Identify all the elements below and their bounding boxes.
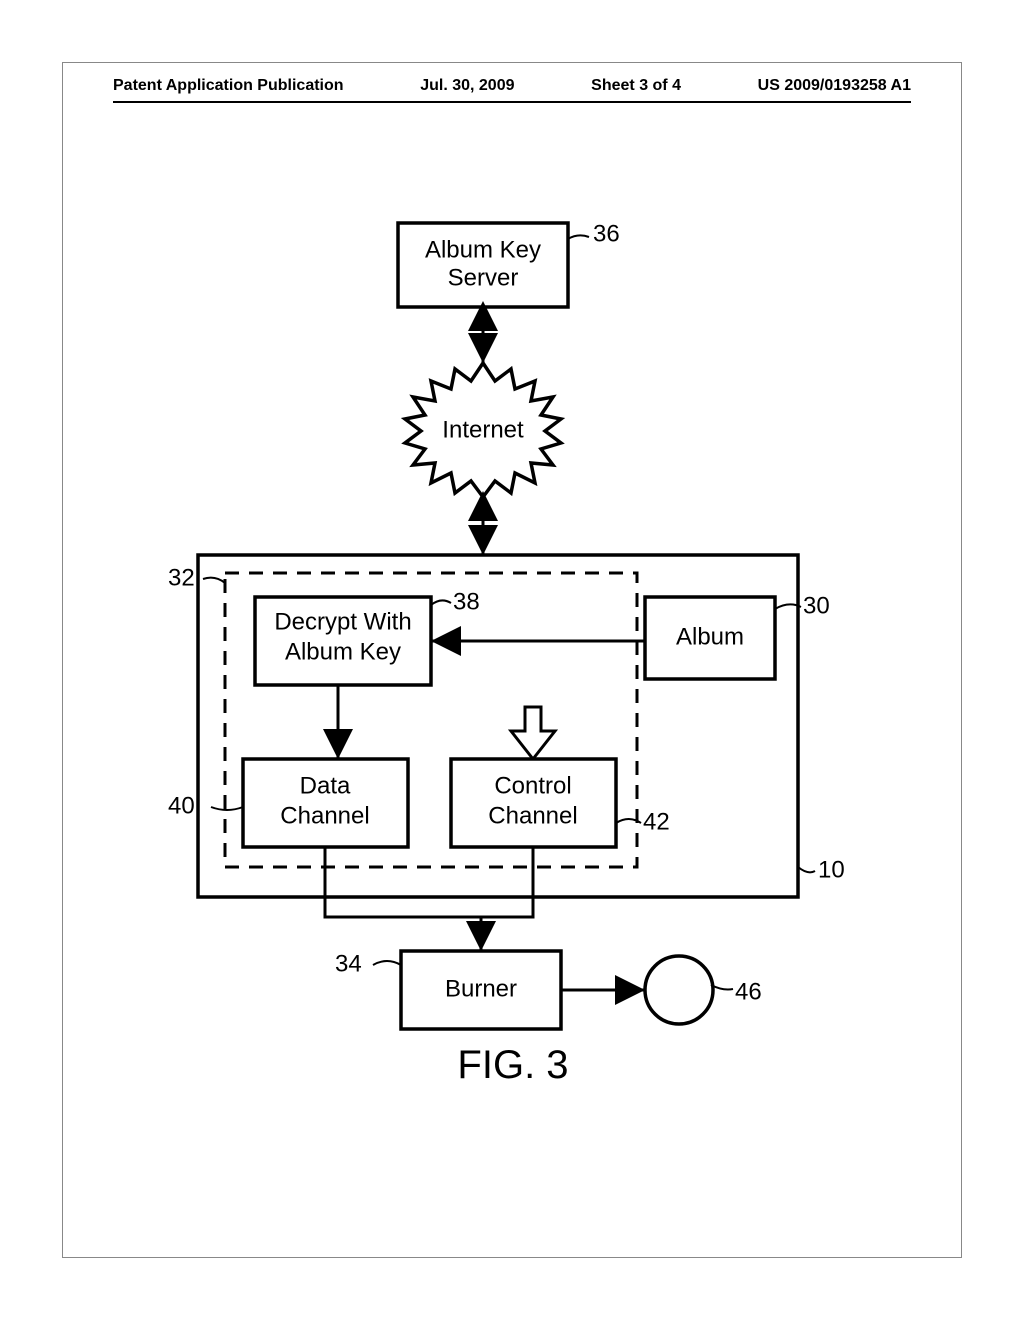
page-frame: Patent Application Publication Jul. 30, … — [62, 62, 962, 1258]
figure-label: FIG. 3 — [457, 1043, 568, 1087]
edge-data-merge — [325, 847, 481, 917]
label-album-key-server-2: Server — [448, 264, 519, 291]
label-data-1: Data — [300, 772, 351, 799]
lead-10 — [798, 867, 815, 872]
label-control-2: Channel — [488, 802, 577, 829]
node-disc — [645, 956, 713, 1024]
lead-40 — [211, 807, 243, 810]
node-internet: Internet — [405, 363, 561, 497]
label-decrypt-2: Album Key — [285, 638, 401, 665]
ref-46: 46 — [735, 978, 762, 1005]
ref-40: 40 — [168, 792, 195, 819]
ref-30: 30 — [803, 592, 830, 619]
label-decrypt-1: Decrypt With — [274, 608, 411, 635]
lead-38 — [431, 600, 451, 605]
ref-10: 10 — [818, 856, 845, 883]
ref-38: 38 — [453, 588, 480, 615]
ref-34: 34 — [335, 950, 362, 977]
lead-34 — [373, 961, 401, 965]
label-data-2: Channel — [280, 802, 369, 829]
lead-32 — [203, 578, 225, 583]
lead-36 — [568, 235, 589, 239]
label-album-key-server-1: Album Key — [425, 236, 541, 263]
ref-42: 42 — [643, 808, 670, 835]
figure-3-diagram: Album Key Server 36 Internet 10 32 Decry… — [63, 63, 963, 1259]
label-burner: Burner — [445, 975, 517, 1002]
ref-32: 32 — [168, 564, 195, 591]
edge-control-merge — [481, 847, 533, 917]
hollow-arrow-icon — [511, 707, 555, 759]
label-album: Album — [676, 623, 744, 650]
label-control-1: Control — [494, 772, 571, 799]
ref-36: 36 — [593, 220, 620, 247]
label-internet: Internet — [442, 416, 524, 443]
